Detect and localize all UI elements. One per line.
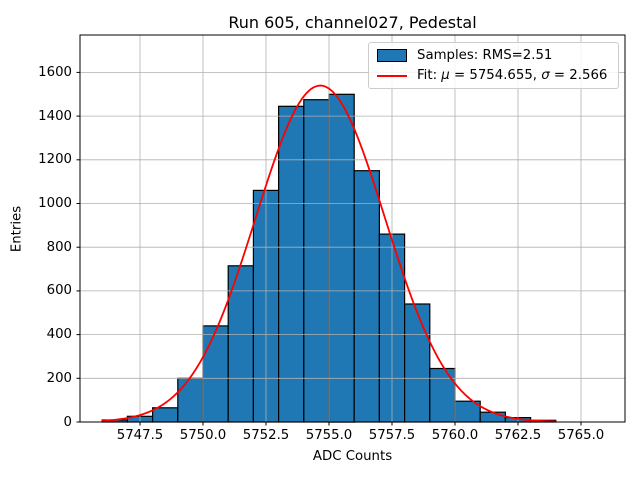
- histogram-bar: [202, 325, 229, 423]
- histogram-bar: [303, 99, 330, 423]
- y-tick-label: 600: [46, 283, 72, 299]
- fit-line-icon: [377, 74, 407, 77]
- y-tick-label: 1200: [38, 152, 72, 168]
- y-tick-label: 400: [46, 327, 72, 343]
- histogram-bar: [227, 265, 254, 423]
- y-tick-label: 0: [63, 414, 72, 430]
- y-tick-label: 800: [46, 239, 72, 255]
- histogram-swatch-icon: [377, 48, 407, 62]
- legend-fit-mu-value: = 5754.655,: [449, 68, 542, 84]
- plot-border: [79, 34, 626, 423]
- mu-symbol: μ: [441, 68, 450, 84]
- histogram-bar: [429, 367, 456, 423]
- histogram-bar: [278, 105, 305, 423]
- histogram-bar: [479, 411, 507, 423]
- x-tick-label: 5747.5: [116, 428, 164, 443]
- x-tick-label: 5765.0: [557, 428, 605, 443]
- y-tick-label: 1600: [38, 64, 72, 80]
- plot-title: Run 605, channel027, Pedestal: [228, 13, 477, 32]
- x-tick-label: 5752.5: [242, 428, 290, 443]
- x-tick-label: 5762.5: [494, 428, 542, 443]
- x-tick-label: 5757.5: [368, 428, 416, 443]
- legend-fit-prefix: Fit:: [417, 68, 442, 84]
- legend-fit-label: Fit: μ = 5754.655, σ = 2.566: [417, 68, 607, 83]
- x-tick-label: 5755.0: [305, 428, 353, 443]
- y-tick-label: 1400: [38, 108, 72, 124]
- fit-curve: [101, 84, 557, 423]
- sigma-symbol: σ: [541, 68, 550, 84]
- legend-samples-label: Samples: RMS=2.51: [417, 47, 553, 63]
- legend-item-samples: Samples: RMS=2.51: [369, 45, 618, 65]
- legend-box: Samples: RMS=2.51 Fit: μ = 5754.655, σ =…: [368, 42, 619, 89]
- histogram-bar: [152, 407, 179, 423]
- x-axis-label: ADC Counts: [312, 449, 393, 464]
- histogram-bar: [177, 377, 204, 423]
- x-tick-label: 5750.0: [179, 428, 227, 443]
- legend-fit-sigma-value: = 2.566: [549, 68, 608, 84]
- histogram-bar: [328, 93, 355, 423]
- y-tick-label: 200: [46, 370, 72, 386]
- histogram-bar: [404, 303, 431, 423]
- histogram-bar: [353, 170, 381, 423]
- x-tick-label: 5760.0: [431, 428, 479, 443]
- y-tick-label: 1000: [38, 196, 72, 211]
- legend-item-fit: Fit: μ = 5754.655, σ = 2.566: [369, 66, 618, 86]
